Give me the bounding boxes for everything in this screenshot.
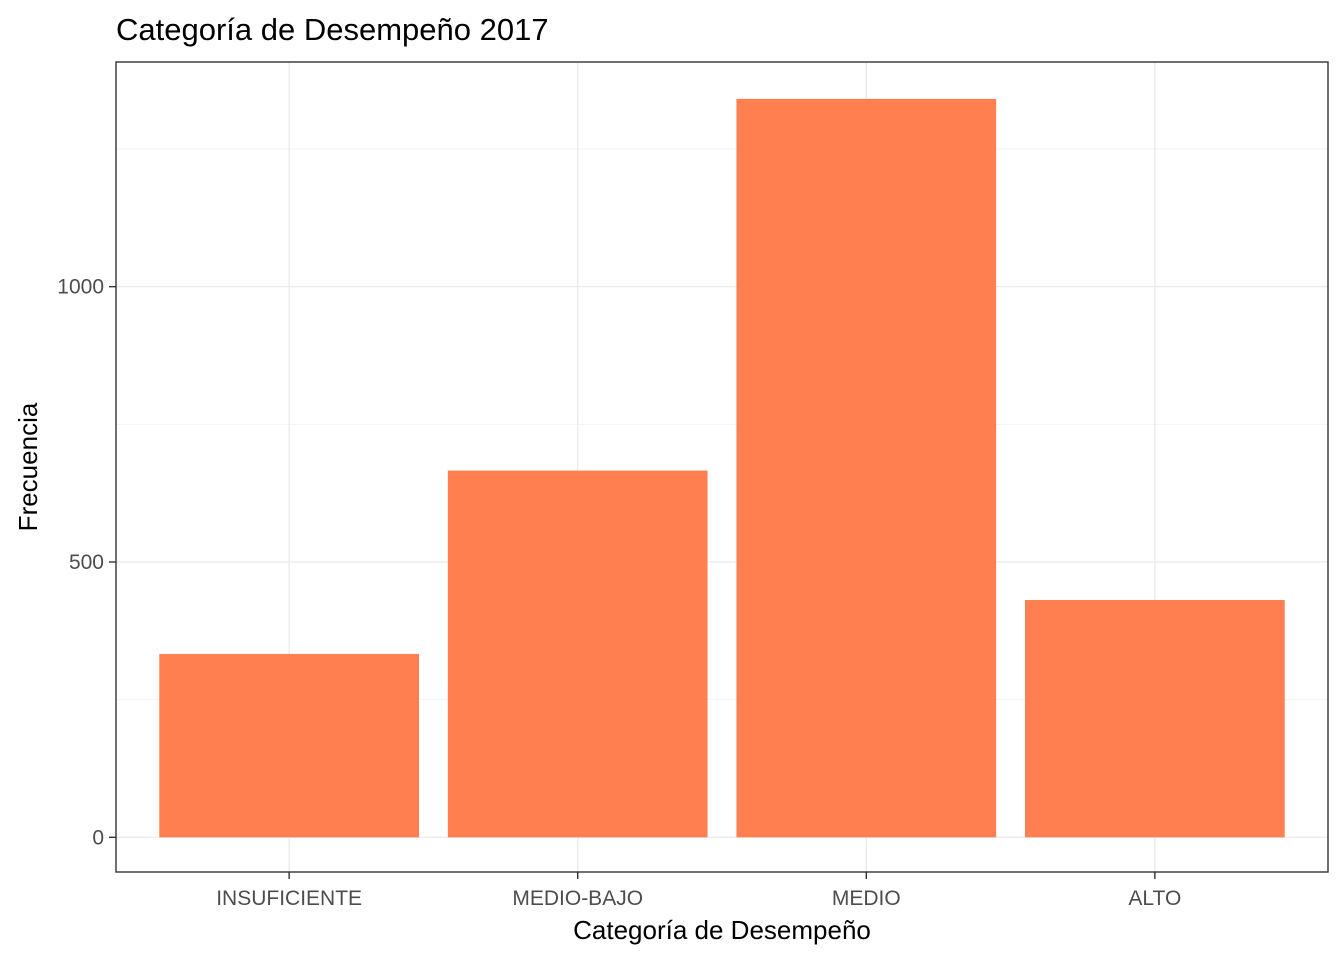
bar-insuficiente: [159, 653, 420, 838]
y-axis-title: Frecuencia: [13, 402, 43, 531]
bar-alto: [1025, 599, 1285, 838]
x-tick-label: ALTO: [1128, 887, 1181, 910]
x-axis-title: Categoría de Desempeño: [573, 915, 871, 945]
y-tick-label: 500: [69, 551, 104, 574]
axis-ticks: [109, 285, 1156, 879]
plot-panel-border: [115, 61, 1329, 873]
x-tick-label: INSUFICIENTE: [216, 887, 362, 910]
tick-labels: 0 500 1000 INSUFICIENTE MEDIO-BAJO MEDIO ALTO: [57, 276, 1181, 910]
x-tick-label: MEDIO-BAJO: [512, 887, 643, 910]
y-tick-label: 1000: [57, 276, 104, 299]
bars: [159, 98, 1285, 838]
chart-title: Categoría de Desempeño 2017: [116, 12, 549, 47]
bar-medio: [736, 98, 997, 838]
bar-medio-bajo: [447, 470, 708, 838]
x-tick-label: MEDIO: [832, 887, 901, 910]
y-tick-label: 0: [92, 826, 104, 849]
